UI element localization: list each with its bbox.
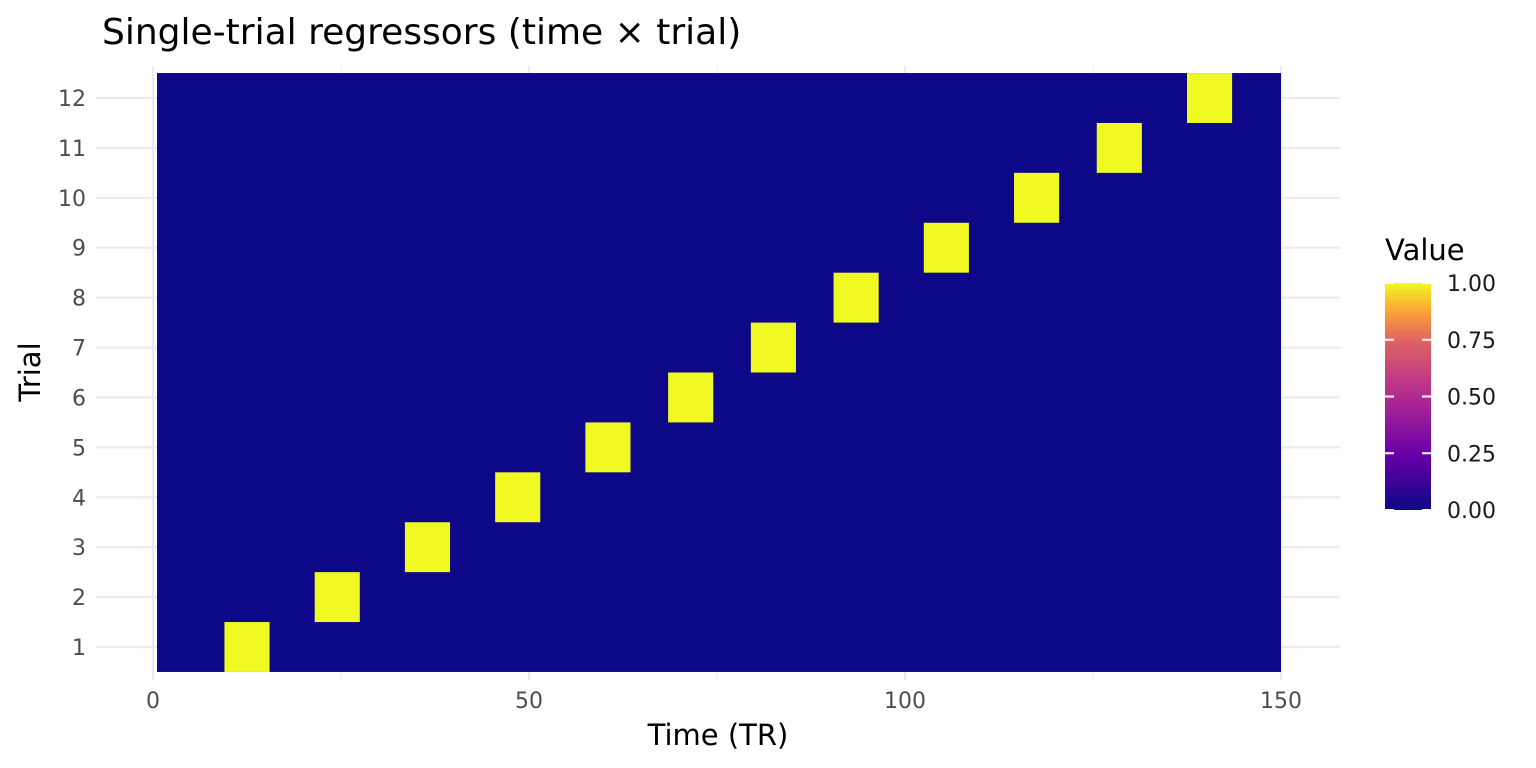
x-tick-label: 100 [884, 689, 926, 714]
trial-11-cell [1096, 122, 1142, 173]
x-axis-ticks: 0 50 100 150 [146, 689, 1302, 714]
heatmap-area [157, 73, 1281, 672]
y-tick-label: 6 [72, 386, 86, 411]
y-tick-label: 3 [72, 536, 86, 561]
trial-2-cell [314, 572, 360, 623]
legend-title: Value [1385, 233, 1465, 267]
y-tick-label: 5 [72, 436, 86, 461]
y-tick-label: 12 [58, 87, 86, 112]
x-axis-title: Time (TR) [647, 718, 789, 752]
trial-5-cell [585, 422, 631, 473]
trial-4-cell [495, 472, 541, 523]
y-tick-label: 7 [72, 337, 86, 362]
trial-6-cell [668, 372, 714, 423]
color-legend: Value 1.00 0.75 0.50 0.25 0.00 [1385, 233, 1496, 524]
y-axis-title: Trial [13, 342, 47, 402]
y-tick-label: 1 [72, 636, 86, 661]
y-tick-label: 8 [72, 287, 86, 312]
y-tick-label: 9 [72, 237, 86, 262]
trial-7-cell [750, 322, 796, 373]
legend-ticks: 1.00 0.75 0.50 0.25 0.00 [1385, 272, 1496, 524]
trial-8-cell [833, 272, 879, 323]
trial-1-cell [224, 622, 270, 672]
legend-tick-label: 0.00 [1447, 499, 1496, 524]
y-tick-label: 11 [58, 137, 86, 162]
trial-12-cell [1187, 73, 1233, 123]
x-tick-label: 150 [1260, 689, 1302, 714]
trial-3-cell [404, 522, 451, 573]
chart-title: Single-trial regressors (time × trial) [102, 12, 741, 53]
y-tick-label: 4 [72, 486, 86, 511]
y-tick-label: 2 [72, 586, 86, 611]
legend-tick-label: 1.00 [1447, 272, 1496, 297]
trial-10-cell [1014, 172, 1060, 223]
legend-tick-label: 0.75 [1447, 329, 1496, 354]
y-tick-label: 10 [58, 187, 86, 212]
trial-9-cell [923, 222, 969, 273]
x-tick-label: 0 [146, 689, 160, 714]
x-tick-label: 50 [515, 689, 543, 714]
legend-tick-label: 0.25 [1447, 442, 1496, 467]
legend-tick-label: 0.50 [1447, 386, 1496, 411]
